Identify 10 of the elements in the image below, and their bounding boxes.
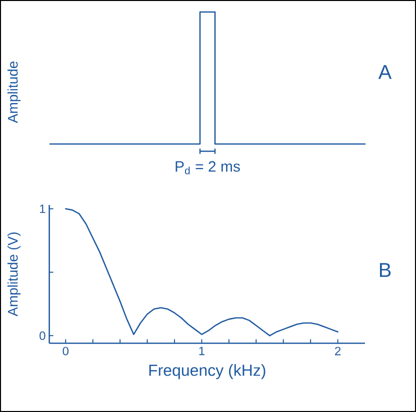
x-tick-label: 0 (62, 346, 69, 356)
y-axis-title: Amplitude (7, 62, 21, 124)
text: P$_{d}$ = 2 ms (176, 161, 240, 174)
x-tick-label: 1 (199, 346, 204, 356)
text: A (378, 65, 392, 79)
x-tick-label: 2 (335, 346, 341, 356)
line-series (64, 208, 338, 336)
x-axis-title: Frequency (kHz) (149, 364, 266, 380)
text: B (380, 263, 391, 277)
y-axis-title: Amplitude (V) (7, 232, 21, 316)
